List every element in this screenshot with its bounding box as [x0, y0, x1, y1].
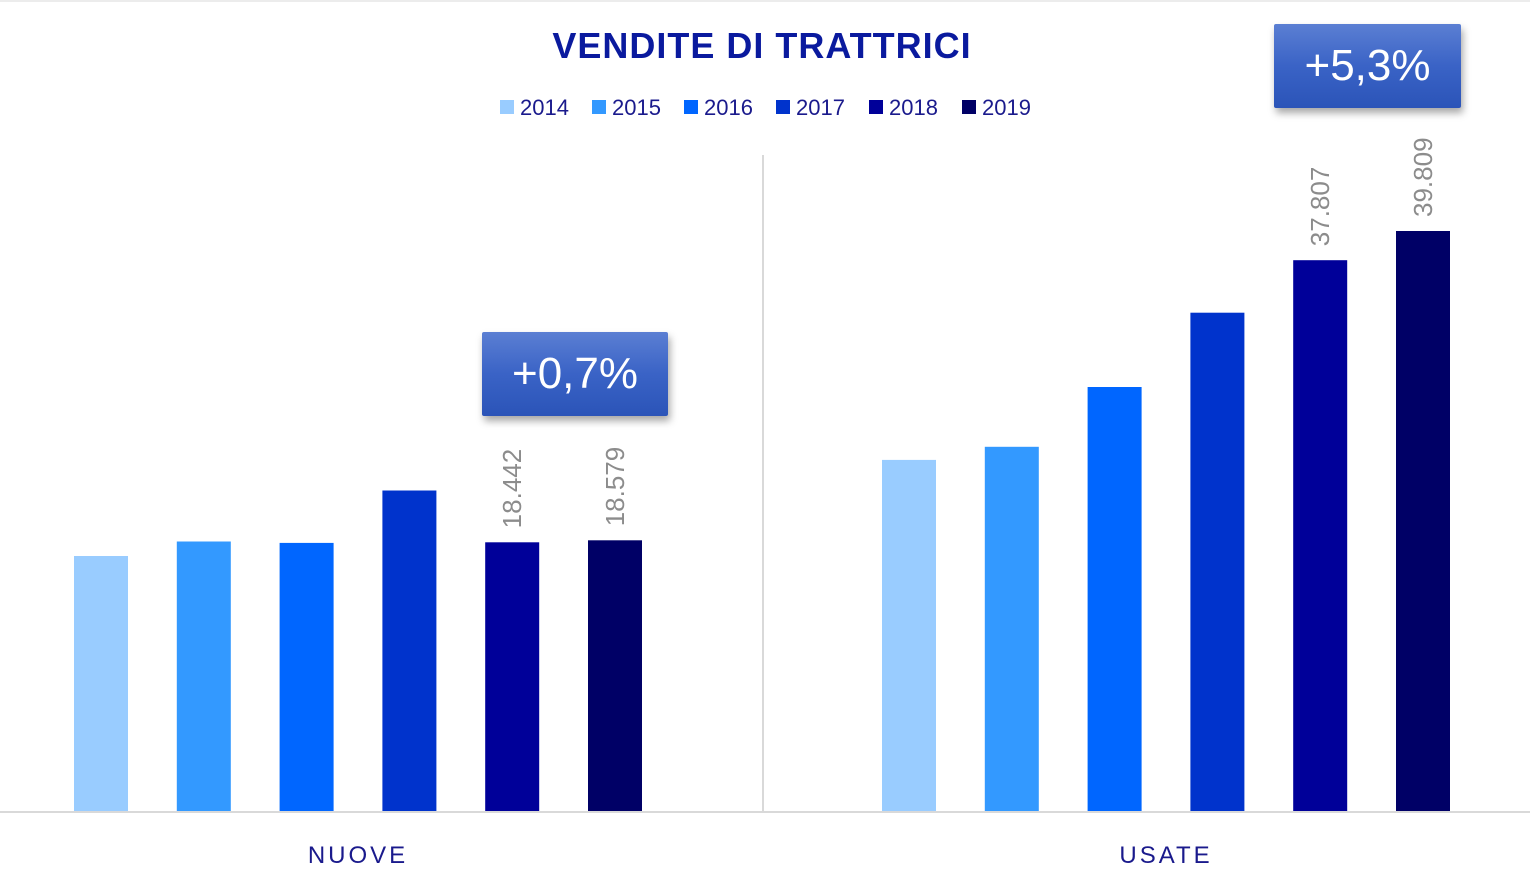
bars	[74, 231, 1450, 811]
bar-nuove-2018	[485, 542, 540, 811]
legend-label-2017: 2017	[796, 95, 845, 120]
legend-label-2014: 2014	[520, 95, 569, 120]
bar-usate-2018	[1293, 260, 1348, 811]
value-label-nuove-2019: 18.579	[600, 447, 630, 527]
bar-nuove-2019	[588, 540, 642, 811]
chart-title: VENDITE DI TRATTRICI	[552, 25, 971, 66]
bar-nuove-2016	[279, 542, 334, 811]
value-label-usate-2019: 39.809	[1408, 137, 1438, 217]
bar-usate-2015	[984, 446, 1039, 811]
bar-usate-2016	[1087, 387, 1142, 811]
legend-label-2018: 2018	[889, 95, 938, 120]
callout-usate-change: +5,3%	[1274, 24, 1461, 108]
category-label-nuove: NUOVE	[308, 842, 408, 869]
callout-nuove-change: +0,7%	[482, 332, 668, 416]
bar-usate-2014	[882, 459, 936, 811]
bar-nuove-2017	[382, 490, 437, 811]
value-label-usate-2018: 37.807	[1305, 167, 1335, 247]
legend-swatch-2019	[962, 100, 976, 114]
legend-label-2019: 2019	[982, 95, 1031, 120]
category-label-usate: USATE	[1119, 842, 1212, 869]
legend-label-2015: 2015	[612, 95, 661, 120]
legend-swatch-2018	[869, 100, 883, 114]
legend-label-2016: 2016	[704, 95, 753, 120]
legend-swatch-2017	[776, 100, 790, 114]
bar-nuove-2014	[74, 556, 128, 811]
bar-nuove-2015	[176, 541, 231, 811]
bar-usate-2017	[1190, 312, 1245, 811]
legend-swatch-2014	[500, 100, 514, 114]
legend-swatch-2016	[684, 100, 698, 114]
legend: 2014 2015 2016 2017 2018 2019	[500, 95, 1031, 120]
value-label-nuove-2018: 18.442	[497, 449, 527, 529]
legend-swatch-2015	[592, 100, 606, 114]
category-labels: NUOVE USATE	[308, 842, 1212, 869]
bar-usate-2019	[1396, 231, 1450, 811]
value-labels: 18.442 18.579 37.807 39.809	[497, 137, 1438, 528]
